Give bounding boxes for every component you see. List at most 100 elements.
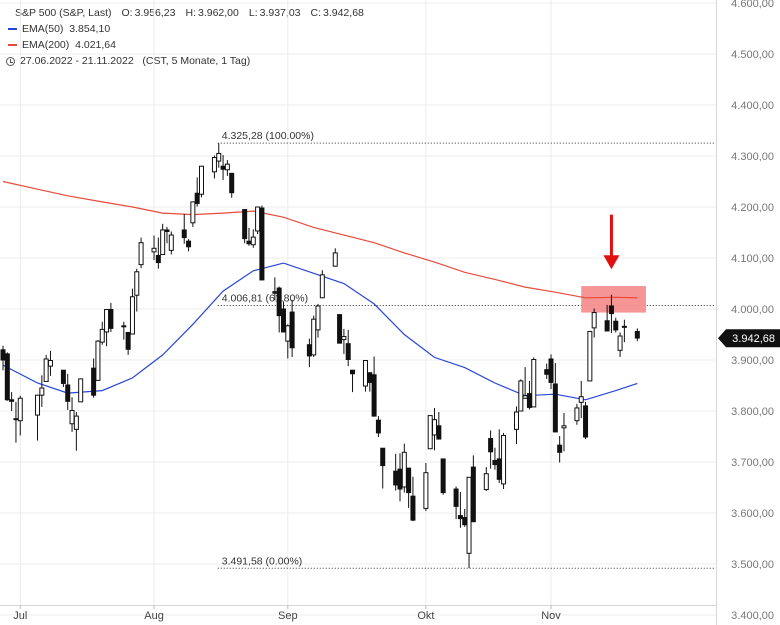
candle-body — [311, 318, 317, 356]
candle-body — [483, 473, 489, 491]
fib-level-label: 4.006,81 (61.80%) — [222, 293, 308, 305]
candle-body — [337, 314, 343, 344]
candle-body — [406, 467, 412, 494]
candle-body — [280, 308, 286, 333]
y-tick-label: 4.300,00 — [731, 151, 774, 163]
y-tick-label: 4.000,00 — [731, 304, 774, 316]
candle-body — [4, 353, 10, 401]
candle-body — [557, 444, 563, 453]
candle-body — [375, 419, 381, 434]
candle-body — [362, 360, 368, 387]
last-price-badge — [718, 329, 780, 348]
candle-body — [151, 247, 157, 253]
candle-body — [47, 360, 53, 367]
candle-body — [548, 358, 554, 383]
candle-body — [401, 451, 407, 488]
candle-body — [259, 207, 265, 281]
close-value: 3.942,68 — [323, 7, 364, 19]
candle-body — [160, 229, 166, 255]
candle-body — [397, 468, 403, 490]
ema200-label: EMA(200) — [22, 39, 70, 51]
ema50-label: EMA(50) — [22, 23, 64, 35]
candle-body — [332, 252, 338, 267]
candle-body — [220, 165, 226, 170]
candle-body — [65, 384, 71, 402]
candle-body — [194, 192, 200, 204]
ema200-value: 4.021,64 — [75, 39, 116, 51]
y-tick-label: 3.500,00 — [731, 559, 774, 571]
candle-body — [544, 369, 550, 375]
chart-legend: S&P 500 (S&P, Last) O: 3.956,23 H: 3.962… — [6, 5, 366, 69]
candle-body — [470, 466, 476, 523]
y-tick-label: 3.800,00 — [731, 406, 774, 418]
candle-body — [496, 458, 502, 480]
candle-body — [9, 399, 15, 402]
candle-body — [350, 369, 356, 375]
candle-body — [39, 387, 45, 396]
candle-body — [518, 380, 524, 412]
candle-body — [272, 291, 278, 294]
candle-body — [198, 165, 204, 195]
candle-body — [285, 325, 291, 342]
candle-body — [427, 415, 433, 450]
ema200-swatch — [8, 44, 17, 46]
candle-body — [104, 309, 110, 333]
down-arrow-head — [603, 255, 620, 270]
candle-body — [514, 411, 520, 430]
candle-body — [164, 229, 170, 232]
candle-body — [138, 242, 144, 266]
candle-body — [462, 517, 468, 526]
candle-body — [224, 163, 230, 171]
y-tick-label: 3.400,00 — [731, 610, 774, 622]
fib-level-label: 4.325,28 (100.00%) — [222, 130, 314, 142]
candle-body — [492, 459, 498, 466]
candle-body — [608, 305, 614, 315]
x-tick-label: Okt — [417, 610, 434, 622]
candle-body — [73, 415, 79, 430]
candle-body — [276, 287, 282, 317]
candle-body — [306, 344, 312, 357]
instrument-name: S&P 500 (S&P, Last) — [15, 7, 112, 19]
candle-body — [250, 236, 256, 246]
candle-body — [561, 425, 567, 429]
high-value: 3.962,00 — [197, 7, 239, 19]
ema200-line — [2, 180, 638, 299]
y-tick-label: 4.200,00 — [731, 202, 774, 214]
candle-body — [440, 458, 446, 494]
y-tick-label: 3.600,00 — [731, 508, 774, 520]
y-tick-label: 3.900,00 — [731, 355, 774, 367]
candle-body — [0, 349, 6, 361]
legend-period-row: 27.06.2022 - 21.11.2022 (CST, 5 Monate, … — [6, 53, 366, 69]
y-tick-label: 3.700,00 — [731, 457, 774, 469]
candle-body — [617, 335, 623, 351]
open-label: O: — [121, 7, 133, 19]
x-tick-label: Sep — [278, 610, 298, 622]
candle-body — [453, 488, 459, 507]
candle-body — [341, 336, 347, 341]
candle-body — [393, 470, 399, 486]
candle-body — [17, 397, 23, 422]
candle-body — [186, 240, 192, 248]
y-tick-label: 4.600,00 — [731, 0, 774, 10]
candle-body — [613, 320, 619, 331]
x-tick-label: Jul — [13, 610, 27, 622]
candle-body — [621, 325, 627, 328]
ema50-swatch — [8, 28, 17, 30]
period-note: (CST, 5 Monate, 1 Tag) — [142, 55, 251, 67]
candle-body — [634, 330, 640, 339]
fib-level-label: 3.491,58 (0.00%) — [222, 555, 303, 567]
candle-body — [578, 396, 584, 403]
candle-body — [457, 515, 463, 520]
candle-body — [35, 394, 41, 416]
candle-body — [229, 172, 235, 194]
candle-body — [436, 425, 442, 440]
candle-body — [488, 438, 494, 453]
candle-body — [181, 229, 187, 239]
candle-body — [43, 358, 49, 382]
candle-body — [531, 358, 537, 408]
clock-icon — [6, 56, 15, 66]
legend-ema50-row: EMA(50) 3.854,10 — [6, 21, 366, 37]
legend-ohlc-row: S&P 500 (S&P, Last) O: 3.956,23 H: 3.962… — [6, 5, 366, 21]
candle-body — [345, 343, 351, 360]
